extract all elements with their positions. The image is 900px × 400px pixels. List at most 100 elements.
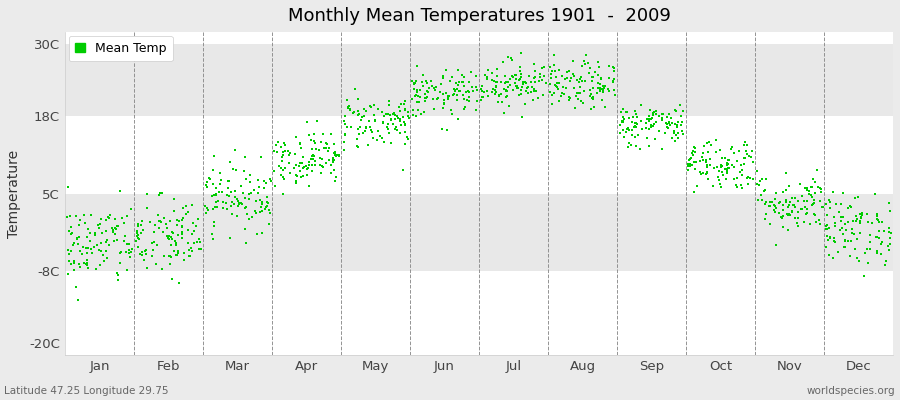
Point (68, 213, 83, 219)
Point (220, 184, 235, 191)
Point (99, 228, 113, 234)
Point (474, 94, 489, 101)
Point (833, 214, 848, 220)
Point (407, 86, 421, 92)
Point (182, 253, 196, 259)
Point (807, 190, 822, 196)
Point (70, 241, 85, 248)
Point (688, 159, 703, 165)
Point (258, 180, 273, 186)
Point (109, 226, 123, 232)
Point (620, 126, 634, 133)
Point (772, 210, 787, 216)
Point (513, 67, 527, 74)
Point (781, 227, 796, 233)
Point (166, 247, 181, 254)
Point (558, 76, 572, 82)
Point (154, 219, 168, 226)
Point (192, 246, 206, 252)
Point (165, 276, 179, 282)
Point (684, 162, 698, 168)
Point (221, 178, 236, 184)
Point (306, 152, 320, 159)
Point (834, 224, 849, 231)
Point (84, 246, 98, 252)
Point (574, 74, 589, 80)
Point (506, 87, 520, 94)
Point (248, 208, 263, 214)
Point (228, 187, 242, 194)
Point (181, 227, 195, 233)
Point (495, 99, 509, 106)
Point (693, 168, 707, 175)
Point (262, 220, 276, 227)
Point (234, 200, 248, 207)
Point (112, 276, 126, 283)
Point (662, 120, 676, 126)
Point (536, 64, 551, 70)
Point (825, 255, 840, 262)
Point (168, 241, 183, 248)
Point (396, 166, 410, 173)
Point (516, 79, 530, 85)
Point (491, 99, 506, 105)
Point (730, 184, 744, 191)
Point (91, 222, 105, 228)
Point (719, 162, 733, 169)
Point (668, 121, 682, 128)
Point (699, 158, 714, 165)
Point (708, 137, 723, 144)
Point (307, 137, 321, 144)
Point (709, 164, 724, 170)
Point (850, 194, 865, 200)
Point (441, 96, 455, 102)
Point (350, 112, 365, 118)
Point (438, 67, 453, 73)
Point (655, 115, 670, 122)
Point (434, 81, 448, 88)
Point (776, 224, 790, 230)
Point (842, 205, 856, 211)
Point (854, 210, 868, 216)
Point (642, 118, 656, 124)
Point (667, 128, 681, 134)
Point (500, 88, 514, 94)
Point (759, 211, 773, 217)
Point (508, 72, 523, 78)
Point (530, 95, 544, 102)
Point (545, 101, 560, 107)
Point (388, 112, 402, 118)
Point (276, 139, 291, 146)
Point (292, 140, 307, 146)
Point (879, 258, 894, 265)
Point (712, 168, 726, 174)
Point (130, 235, 145, 241)
Point (602, 75, 616, 81)
Point (123, 249, 138, 255)
Point (223, 189, 238, 195)
Point (800, 209, 814, 216)
Point (426, 96, 440, 102)
Point (436, 75, 451, 82)
Point (373, 133, 387, 140)
Point (597, 85, 611, 91)
Point (645, 110, 660, 116)
Point (798, 185, 813, 191)
Point (863, 238, 878, 245)
Point (112, 188, 127, 194)
Point (633, 146, 647, 152)
Point (351, 144, 365, 150)
Point (234, 200, 248, 206)
Point (628, 108, 643, 114)
Point (813, 184, 827, 191)
Point (296, 164, 310, 171)
Point (152, 192, 166, 198)
Point (382, 102, 396, 108)
Point (619, 108, 634, 115)
Point (418, 98, 432, 105)
Point (649, 111, 663, 117)
Point (628, 122, 643, 129)
Point (515, 84, 529, 90)
Point (509, 82, 524, 89)
Point (470, 87, 484, 93)
